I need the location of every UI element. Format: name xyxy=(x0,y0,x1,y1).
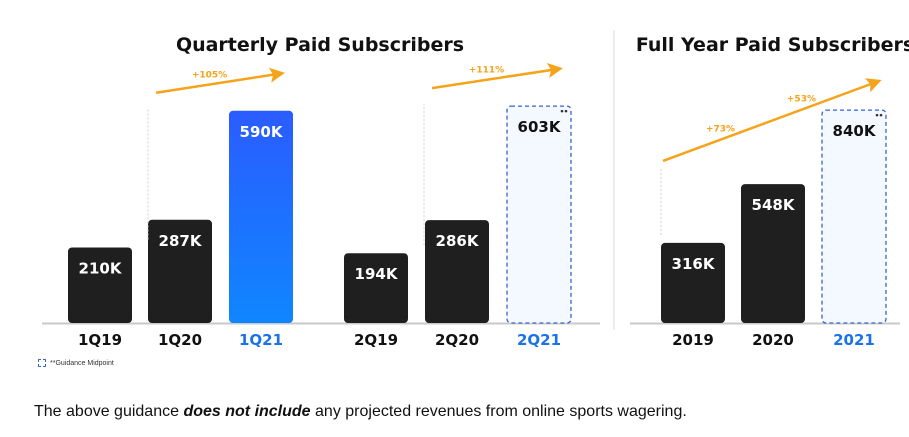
disclaimer-after: any projected revenues from online sport… xyxy=(310,403,687,420)
quarterly-category-label: 2Q19 xyxy=(354,331,398,349)
quarterly-category-label: 2Q20 xyxy=(435,331,479,349)
full-year-growth-label: +53% xyxy=(787,95,816,105)
disclaimer-before: The above guidance xyxy=(34,403,184,420)
quarterly-bar-1q21 xyxy=(229,110,293,324)
quarterly-value-label: 603K xyxy=(518,118,562,136)
quarterly-category-label: 1Q20 xyxy=(158,331,202,349)
full-year-category-label: 2019 xyxy=(672,331,714,349)
quarterly-bar-2q21 xyxy=(506,105,572,324)
guidance-marker-dot xyxy=(560,109,564,113)
quarterly-growth-label: +105% xyxy=(192,70,227,80)
full-year-growth-arrow xyxy=(662,78,882,163)
quarterly-category-label: 2Q21 xyxy=(517,331,561,349)
quarterly-value-label: 210K xyxy=(79,259,123,277)
quarterly-growth-arrow xyxy=(431,63,563,90)
quarterly-growth-label: +111% xyxy=(469,66,504,76)
full-year-growth-label: +73% xyxy=(706,125,735,135)
quarterly-category-label: 1Q21 xyxy=(239,331,283,349)
guidance-legend-icon xyxy=(38,359,46,367)
guidance-footnote: **Guidance Midpoint xyxy=(38,359,114,367)
guidance-marker-dot xyxy=(879,113,883,117)
full-year-category-label: 2021 xyxy=(833,331,875,349)
quarterly-value-label: 590K xyxy=(240,123,284,141)
footnote-text: **Guidance Midpoint xyxy=(50,359,114,367)
quarterly-bar-2q20 xyxy=(425,220,489,323)
full-year-value-label: 316K xyxy=(672,255,716,273)
full-year-category-label: 2020 xyxy=(752,331,794,349)
quarterly-growth-arrow xyxy=(155,67,285,95)
full-year-bar-2021 xyxy=(821,109,887,324)
quarterly-value-label: 194K xyxy=(355,265,399,283)
full-year-value-label: 548K xyxy=(752,196,796,214)
quarterly-value-label: 287K xyxy=(159,232,203,250)
disclaimer-emphasis: does not include xyxy=(183,403,311,420)
guidance-disclaimer: The above guidance does not include any … xyxy=(34,403,687,421)
quarterly-bar-1q20 xyxy=(148,219,212,323)
full-year-bar-2019 xyxy=(661,242,725,323)
quarterly-value-label: 286K xyxy=(436,232,480,250)
guidance-marker-dot xyxy=(564,109,568,113)
full-year-chart-title: Full Year Paid Subscribers xyxy=(636,34,909,56)
full-year-bar-2020 xyxy=(741,184,805,323)
quarterly-category-label: 1Q19 xyxy=(78,331,122,349)
guidance-marker-dot xyxy=(875,113,879,117)
full-year-value-label: 840K xyxy=(833,122,877,140)
quarterly-bar-1q19 xyxy=(68,247,132,323)
quarterly-bar-2q19 xyxy=(344,253,408,323)
quarterly-chart-title: Quarterly Paid Subscribers xyxy=(176,34,464,56)
